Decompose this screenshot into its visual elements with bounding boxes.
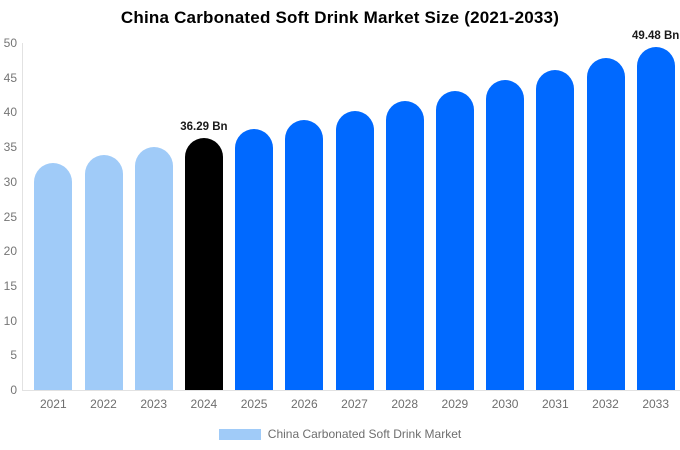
x-tick-label: 2022 (90, 397, 117, 411)
legend-item[interactable]: China Carbonated Soft Drink Market (218, 427, 462, 441)
x-tick-label: 2031 (541, 397, 569, 411)
x-tick-label: 2033 (642, 397, 670, 411)
x-tick-label: 2024 (190, 397, 218, 411)
bar-2025[interactable] (235, 129, 274, 390)
x-tick-label: 2028 (391, 397, 419, 411)
y-tick-label: 45 (3, 70, 17, 85)
legend-swatch-icon (218, 428, 261, 440)
x-tick-label: 2025 (240, 397, 268, 411)
legend-label: China Carbonated Soft Drink Market (267, 427, 462, 441)
bar-2031[interactable] (536, 69, 575, 390)
x-tick-label: 2030 (491, 397, 519, 411)
chart-title: China Carbonated Soft Drink Market Size … (120, 8, 560, 27)
y-tick-label: 30 (3, 174, 17, 189)
bar-2033[interactable] (636, 46, 675, 390)
y-axis-line (22, 43, 23, 390)
bar-2030[interactable] (486, 80, 525, 390)
x-tick-label: 2032 (592, 397, 619, 411)
x-tick-label: 2029 (441, 397, 469, 411)
y-tick-label: 10 (3, 313, 17, 328)
bar-2023[interactable] (134, 146, 173, 390)
x-tick-label: 2021 (39, 397, 67, 411)
y-tick-label: 20 (3, 244, 17, 259)
y-tick-label: 5 (10, 348, 17, 363)
bar-2021[interactable] (34, 162, 73, 390)
y-tick-label: 0 (10, 383, 17, 397)
y-tick-label: 25 (3, 209, 17, 224)
bar-2027[interactable] (335, 110, 374, 390)
bar-2028[interactable] (385, 100, 424, 390)
x-tick-label: 2027 (341, 397, 368, 411)
bar-2026[interactable] (285, 120, 324, 390)
bar-2029[interactable] (435, 90, 474, 390)
x-axis-line (22, 390, 680, 391)
x-tick-label: 2023 (140, 397, 168, 411)
y-tick-label: 50 (3, 36, 17, 50)
y-tick-label: 35 (3, 140, 17, 155)
value-annotation: 49.48 Bn (632, 29, 680, 42)
plot-area: 36.29 Bn 49.48 Bn (22, 30, 680, 390)
bar-2024[interactable] (184, 138, 223, 390)
value-annotation: 36.29 Bn (180, 121, 228, 134)
y-tick-label: 40 (3, 105, 17, 120)
y-axis-tick-labels: 0 5 10 15 20 25 30 35 40 45 50 (0, 37, 18, 396)
x-axis-tick-labels: 2021 2022 2023 2024 2025 2026 2027 2028 2029 2030… (22, 397, 680, 412)
bar-2022[interactable] (84, 154, 123, 390)
legend: China Carbonated Soft Drink Market (0, 425, 680, 443)
bar-2032[interactable] (586, 58, 625, 390)
x-tick-label: 2026 (290, 397, 318, 411)
y-tick-label: 15 (3, 278, 17, 293)
